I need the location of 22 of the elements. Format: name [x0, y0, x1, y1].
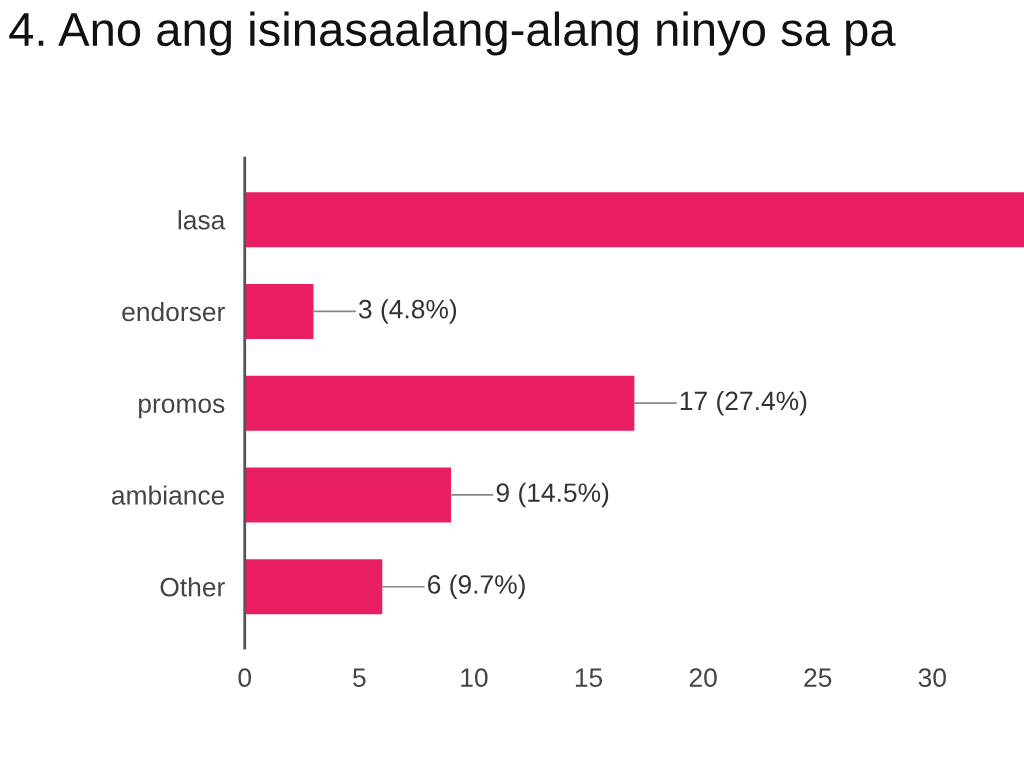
x-tick-label: 25 — [804, 668, 832, 688]
y-tick-label: lasa — [178, 210, 226, 230]
bar — [244, 192, 1024, 248]
data-label: 9 (14.5%) — [496, 482, 609, 508]
bar — [244, 283, 314, 339]
x-tick-label: 10 — [461, 668, 488, 688]
data-label: 6 (9.7%) — [428, 574, 525, 599]
bar — [244, 375, 635, 431]
x-tick-label: 30 — [918, 668, 946, 688]
chart-title: 4. Ano ang isinasaalang-alang ninyo sa pa — [9, 11, 896, 56]
bar — [244, 559, 383, 615]
y-tick-label: Other — [160, 577, 225, 597]
data-label: 3 (4.8%) — [358, 299, 457, 324]
data-label: 17 (27.4%) — [680, 390, 807, 416]
x-tick-label: 15 — [575, 668, 603, 688]
x-tick-label: 5 — [353, 668, 366, 688]
x-tick-label: 20 — [689, 668, 717, 688]
y-tick-label: endorser — [122, 301, 225, 322]
bar — [244, 467, 452, 523]
y-tick-label: ambiance — [112, 485, 225, 505]
x-tick-label: 0 — [238, 668, 252, 688]
y-tick-label: promos — [139, 398, 225, 419]
